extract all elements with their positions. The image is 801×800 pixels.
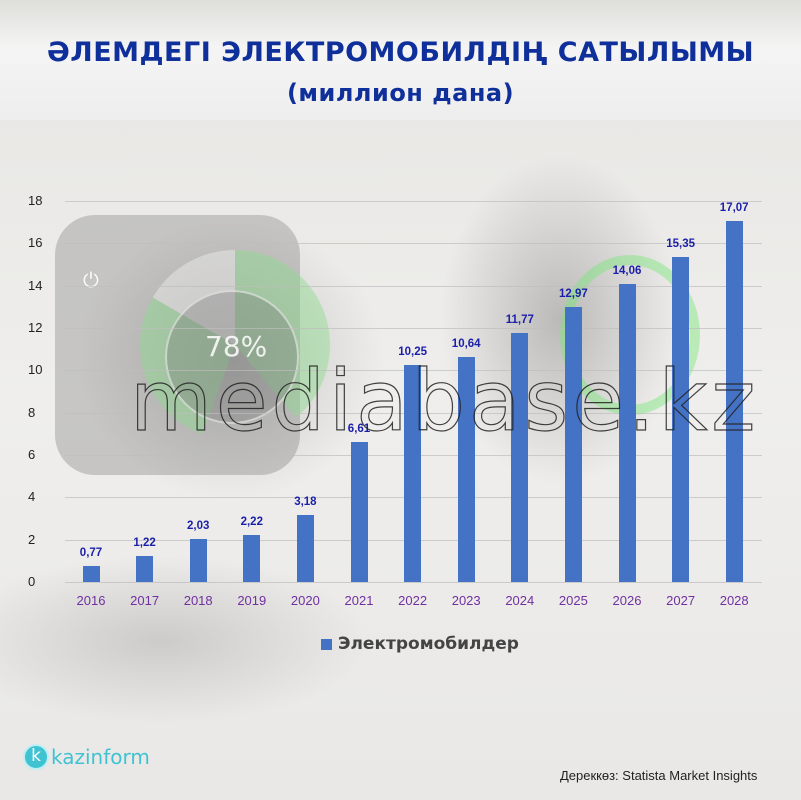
- y-tick-label: 0: [28, 574, 36, 589]
- x-tick-label: 2025: [558, 593, 588, 608]
- x-tick-label: 2018: [183, 593, 213, 608]
- legend-label: Электромобилдер: [338, 634, 519, 654]
- x-tick-label: 2024: [505, 593, 535, 608]
- gridline: [65, 328, 762, 329]
- chart-subtitle: (миллион дана): [286, 79, 515, 107]
- bar-2022: [404, 365, 422, 582]
- x-tick-label: 2023: [451, 593, 481, 608]
- header-band: [0, 0, 801, 120]
- value-label: 10,25: [398, 346, 427, 359]
- x-tick-label: 2022: [398, 593, 428, 608]
- value-label: 10,64: [451, 337, 481, 350]
- bar-2028: [725, 220, 743, 582]
- chart-title: ӘЛЕМДЕГІ ЭЛЕКТРОМОБИЛДІҢ САТЫЛЫМЫ: [46, 37, 755, 68]
- bar-2024: [511, 332, 529, 582]
- y-tick-label: 8: [28, 404, 36, 420]
- value-label: 11,77: [505, 313, 534, 326]
- gridline: [65, 243, 762, 245]
- legend-swatch: [321, 638, 332, 650]
- chart-legend: Электромобилдер: [321, 634, 519, 654]
- x-tick-label: 2020: [290, 593, 320, 608]
- x-tick-label: 2019: [237, 593, 267, 608]
- bar-2023: [457, 356, 475, 582]
- y-tick-label: 14: [28, 277, 43, 293]
- bar-2018: [189, 539, 207, 582]
- value-label: 3,18: [294, 495, 317, 508]
- value-label: 2,03: [186, 520, 210, 533]
- battery-percent-decoration: 78%: [205, 330, 268, 363]
- x-tick-label: 2026: [612, 593, 642, 608]
- y-tick-label: 16: [28, 235, 43, 251]
- x-tick-label: 2021: [344, 593, 374, 608]
- bar-2027: [672, 257, 690, 582]
- y-tick-label: 6: [28, 447, 36, 462]
- value-label: 1,22: [133, 537, 156, 550]
- y-tick-label: 10: [28, 362, 43, 378]
- bar-2025: [564, 307, 582, 582]
- kazinform-logo-icon: k: [23, 744, 49, 770]
- value-label: 6,61: [347, 423, 371, 436]
- bar-2020: [296, 514, 314, 582]
- value-label: 2,22: [240, 516, 263, 528]
- bar-2017: [136, 556, 154, 582]
- y-tick-label: 2: [28, 531, 36, 547]
- value-label: 12,97: [559, 288, 588, 301]
- x-tick-label: 2016: [76, 593, 106, 608]
- x-tick-label: 2027: [666, 593, 696, 608]
- value-label: 17,07: [719, 201, 749, 214]
- bar-2016: [82, 565, 100, 582]
- y-tick-label: 18: [28, 193, 43, 208]
- y-tick-label: 4: [28, 489, 36, 505]
- gridline: [65, 201, 762, 202]
- y-tick-label: 12: [28, 320, 43, 335]
- x-tick-label: 2028: [719, 593, 749, 608]
- bar-2026: [618, 284, 636, 582]
- value-label: 0,77: [79, 546, 103, 559]
- gridline: [65, 582, 762, 583]
- kazinform-logo: k kazinform: [23, 744, 150, 770]
- value-label: 15,35: [666, 238, 695, 251]
- kazinform-logo-text: kazinform: [51, 745, 150, 769]
- x-tick-label: 2017: [130, 593, 160, 608]
- bar-2019: [243, 535, 261, 582]
- watermark: mediabase.kz: [129, 351, 760, 450]
- bar-2021: [350, 442, 368, 582]
- gridline: [65, 285, 762, 287]
- gauge-center-decoration: [165, 290, 299, 424]
- value-label: 14,06: [612, 265, 642, 278]
- source-note: Дереккөз: Statista Market Insights: [560, 768, 758, 783]
